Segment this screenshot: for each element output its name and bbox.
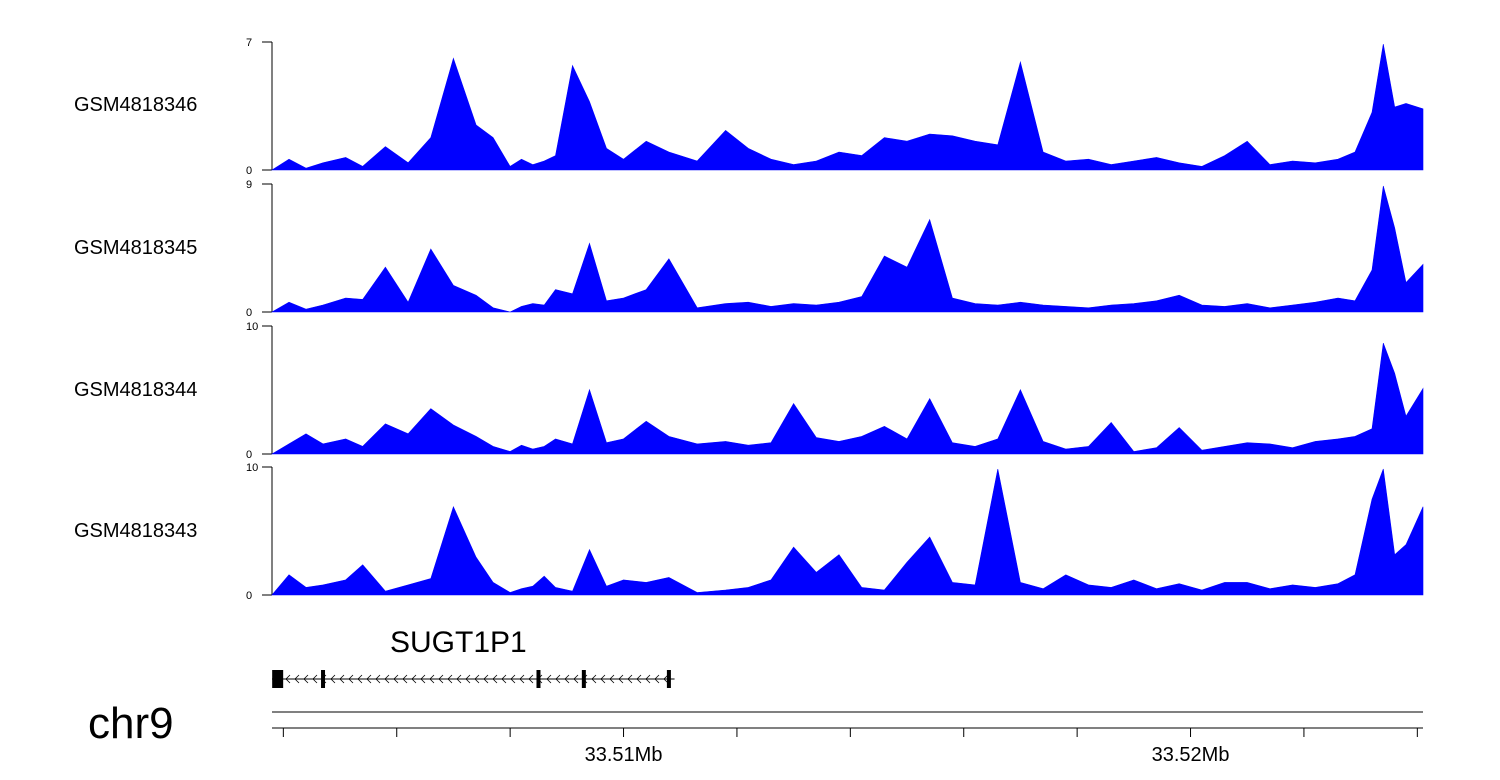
strand-arrow bbox=[645, 674, 651, 684]
strand-arrow bbox=[447, 674, 453, 684]
strand-arrow bbox=[330, 674, 336, 684]
strand-arrow bbox=[402, 674, 408, 684]
strand-arrow bbox=[303, 674, 309, 684]
coverage-area-GSM4818344 bbox=[270, 342, 1424, 455]
strand-arrow bbox=[627, 674, 633, 684]
track-GSM4818345: 9 0 GSM4818345 bbox=[74, 179, 1424, 319]
strand-arrow bbox=[312, 674, 318, 684]
strand-arrow bbox=[600, 674, 606, 684]
strand-arrow bbox=[339, 674, 345, 684]
exon-block bbox=[666, 670, 671, 688]
strand-arrow bbox=[375, 674, 381, 684]
strand-arrow bbox=[573, 674, 579, 684]
strand-arrow bbox=[348, 674, 354, 684]
strand-arrow bbox=[357, 674, 363, 684]
strand-arrow bbox=[501, 674, 507, 684]
strand-arrow bbox=[528, 674, 534, 684]
track-label: GSM4818343 bbox=[74, 520, 197, 542]
strand-arrow bbox=[294, 674, 300, 684]
strand-arrow bbox=[420, 674, 426, 684]
genomic-axis: 33.51Mb 33.52Mb chr9 bbox=[88, 699, 1423, 766]
strand-arrow bbox=[591, 674, 597, 684]
strand-arrow bbox=[438, 674, 444, 684]
track-label: GSM4818344 bbox=[74, 379, 197, 401]
strand-arrow bbox=[456, 674, 462, 684]
y-axis-min-label: 0 bbox=[246, 590, 252, 602]
strand-arrow bbox=[555, 674, 561, 684]
strand-arrow bbox=[510, 674, 516, 684]
y-axis-max-label: 9 bbox=[246, 179, 252, 191]
coverage-area-GSM4818343 bbox=[271, 468, 1424, 596]
track-label: GSM4818346 bbox=[74, 94, 197, 116]
exon-block bbox=[581, 670, 586, 688]
strand-arrow bbox=[636, 674, 642, 684]
axis-tick-label: 33.52Mb bbox=[1152, 744, 1230, 766]
y-axis-max-label: 10 bbox=[246, 321, 258, 333]
strand-arrow bbox=[429, 674, 435, 684]
strand-arrow bbox=[519, 674, 525, 684]
strand-arrow bbox=[618, 674, 624, 684]
y-axis-max-label: 10 bbox=[246, 462, 258, 474]
strand-arrow bbox=[366, 674, 372, 684]
y-axis-min-label: 0 bbox=[246, 449, 252, 461]
track-GSM4818343: 10 0 GSM4818343 bbox=[74, 462, 1424, 602]
strand-arrow bbox=[546, 674, 552, 684]
strand-arrow bbox=[564, 674, 570, 684]
y-axis-min-label: 0 bbox=[246, 165, 252, 177]
strand-arrow bbox=[285, 674, 291, 684]
strand-arrow bbox=[483, 674, 489, 684]
strand-arrow bbox=[393, 674, 399, 684]
track-GSM4818344: 10 0 GSM4818344 bbox=[74, 321, 1424, 461]
y-axis-max-label: 7 bbox=[246, 37, 252, 49]
strand-arrow bbox=[492, 674, 498, 684]
strand-arrow bbox=[663, 674, 669, 684]
strand-arrow bbox=[654, 674, 660, 684]
gene-name-label: SUGT1P1 bbox=[390, 626, 527, 659]
exon-block bbox=[536, 670, 541, 688]
chromosome-label: chr9 bbox=[88, 699, 174, 748]
coverage-area-GSM4818346 bbox=[270, 43, 1424, 171]
y-axis-min-label: 0 bbox=[246, 307, 252, 319]
track-GSM4818346: 7 0 GSM4818346 bbox=[74, 37, 1424, 177]
gene-track: SUGT1P1 bbox=[272, 626, 675, 688]
strand-arrow bbox=[384, 674, 390, 684]
coverage-tracks: 70GSM481834690GSM4818345100GSM4818344100… bbox=[74, 37, 1424, 602]
exon-block bbox=[272, 670, 284, 688]
coverage-area-GSM4818345 bbox=[270, 185, 1424, 313]
axis-tick-label: 33.51Mb bbox=[585, 744, 663, 766]
strand-arrow bbox=[465, 674, 471, 684]
exon-block bbox=[321, 670, 326, 688]
track-label: GSM4818345 bbox=[74, 237, 197, 259]
strand-arrow bbox=[609, 674, 615, 684]
strand-arrow bbox=[411, 674, 417, 684]
strand-arrow bbox=[474, 674, 480, 684]
